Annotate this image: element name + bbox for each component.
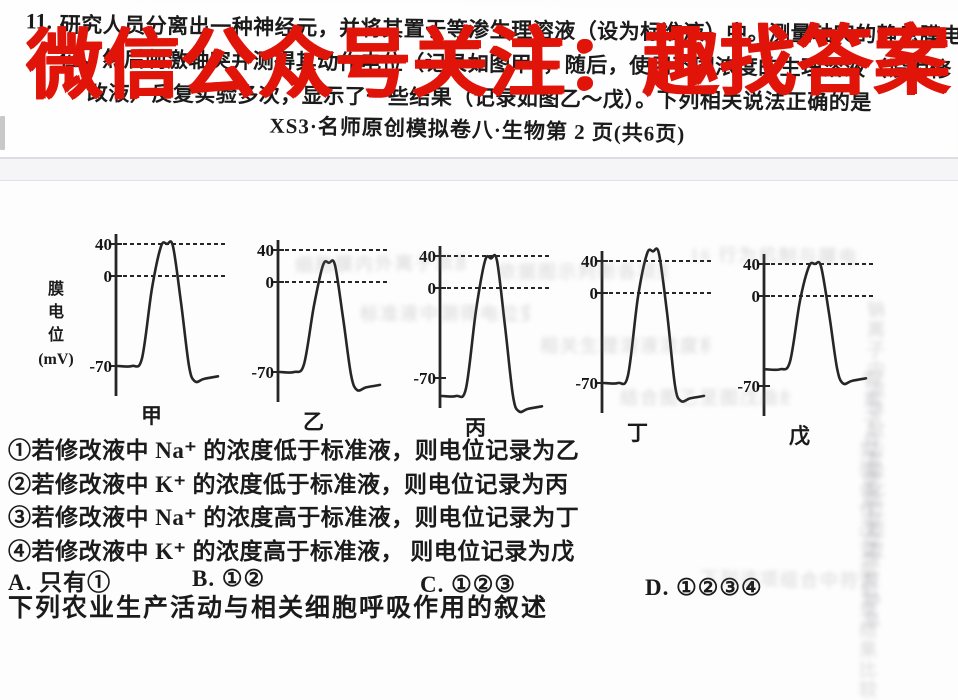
statements-list: ①若修改液中 Na⁺ 的浓度低于标准液，则电位记录为乙 ②若修改液中 K⁺ 的浓度… (8, 434, 628, 568)
statement: ③若修改液中 Na⁺ 的浓度高于标准液，则电位记录为丁 (8, 505, 580, 530)
svg-text:-70: -70 (89, 357, 112, 376)
option-A: A. 只有① (8, 570, 112, 595)
option-B: B. ①② (192, 566, 266, 591)
chart-title-丁: 丁 (627, 421, 649, 445)
svg-text:40: 40 (743, 255, 760, 274)
chart-title-乙: 乙 (303, 410, 325, 434)
svg-text:40: 40 (581, 252, 598, 271)
action-potential-plot: 40 0 -70 (575, 247, 711, 413)
chart-乙: 40 0 -70 乙 (238, 232, 390, 436)
chart-戊: 40 0 -70 戊 (724, 246, 876, 450)
svg-text:0: 0 (428, 279, 437, 298)
action-potential-plot: 40 0 -70 (251, 240, 387, 402)
y-axis-label: 膜 电 位 (mV) (38, 281, 74, 368)
svg-text:0: 0 (752, 287, 761, 306)
question-number: 11. (25, 8, 53, 34)
chart-title-戊: 戊 (789, 424, 811, 448)
scan-edge-artifact (0, 116, 5, 150)
svg-text:-70: -70 (737, 377, 760, 396)
option-C: C. ①②③ (420, 572, 516, 597)
action-potential-plot: 40 0 -70 (89, 234, 225, 396)
action-potential-plot: 40 0 -70 (737, 254, 873, 416)
svg-text:-70: -70 (413, 369, 436, 388)
svg-text:40: 40 (95, 235, 112, 254)
svg-text:0: 0 (590, 284, 599, 303)
chart-title-甲: 甲 (141, 404, 163, 428)
scan-seam (0, 157, 958, 181)
svg-text:-70: -70 (575, 374, 598, 393)
statement: ④若修改液中 K⁺ 的浓度高于标准液， 则电位记录为戊 (8, 538, 575, 564)
chart-甲: 40 0 -70 甲 (76, 226, 228, 430)
svg-text:40: 40 (419, 247, 436, 266)
question-block: 11. 研究人员分离出一种神经元，并将其置于等渗生理溶液（设为标准液）中。测量轴… (0, 0, 958, 170)
statement: ①若修改液中 Na⁺ 的浓度低于标准液，则电位记录为乙 (8, 438, 580, 463)
svg-text:0: 0 (266, 273, 275, 292)
chart-title-丙: 丙 (465, 416, 487, 440)
svg-text:40: 40 (257, 241, 274, 260)
option-D: D. ①②③④ (645, 575, 763, 600)
chart-丁: 40 0 -70 丁 (562, 243, 714, 447)
svg-text:0: 0 (104, 267, 113, 286)
charts-row: 膜 电 位 (mV) 40 0 -70 甲 40 0 -70 乙 40 0 -70 丙 40 0 -70 丁 4… (36, 226, 886, 450)
svg-text:-70: -70 (251, 363, 274, 382)
action-potential-plot: 40 0 -70 (413, 246, 549, 414)
next-question-clipped: 下列农业生产活动与相关细胞呼吸作用的叙述 (8, 595, 549, 622)
statement: ②若修改液中 K⁺ 的浓度低于标准液，则电位记录为丙 (8, 471, 569, 497)
chart-丙: 40 0 -70 丙 (400, 238, 552, 442)
bleed-through-text: 实验条件改变后记录结果比较分析 (857, 440, 877, 700)
